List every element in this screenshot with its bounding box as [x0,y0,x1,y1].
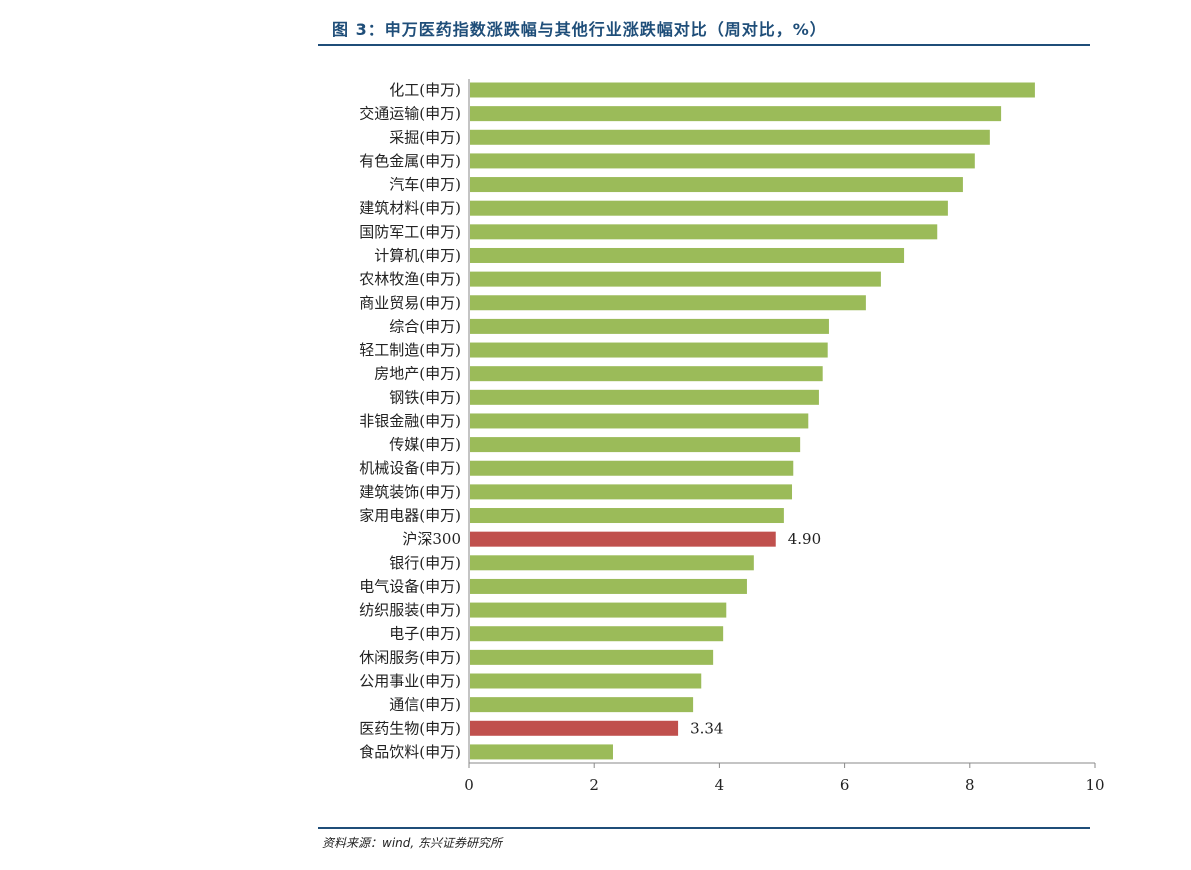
bar [470,413,809,429]
bar [470,626,724,642]
category-label: 食品饮料(申万) [359,743,461,761]
category-label: 通信(申万) [389,696,461,714]
bar [470,224,938,240]
x-tick-label: 4 [715,776,725,794]
category-label: 电气设备(申万) [359,577,461,595]
category-label: 纺织服装(申万) [359,601,461,619]
bar [470,271,881,287]
category-label: 传媒(申万) [389,436,461,454]
category-label: 建筑装饰(申万) [359,483,461,501]
bar [470,508,784,524]
bar [470,460,794,476]
bar [470,531,776,547]
category-label: 家用电器(申万) [359,507,461,525]
data-label: 4.90 [788,530,821,548]
x-tick-label: 2 [589,776,599,794]
bar [470,555,754,571]
category-label: 农林牧渔(申万) [359,270,461,288]
category-label: 交通运输(申万) [359,105,461,123]
title-rule [318,44,1090,46]
bar [470,697,694,713]
bar [470,295,866,311]
bar [470,318,829,334]
x-tick-label: 8 [965,776,975,794]
bar [470,366,823,382]
bar [470,342,828,358]
source-note: 资料来源：wind, 东兴证券研究所 [322,836,503,850]
category-label: 房地产(申万) [374,365,461,383]
bar [470,578,747,594]
category-label: 休闲服务(申万) [359,648,461,666]
chart-title: 图 3：申万医药指数涨跌幅与其他行业涨跌幅对比（周对比，%） [332,20,827,39]
x-tick-label: 0 [464,776,474,794]
x-tick-label: 6 [840,776,850,794]
bar [470,389,819,405]
category-label: 建筑材料(申万) [359,199,461,217]
data-label: 3.34 [690,719,723,737]
category-label: 电子(申万) [389,625,461,643]
bar [470,106,1002,122]
bar [470,153,975,169]
category-label: 汽车(申万) [389,176,461,194]
category-label: 有色金属(申万) [359,152,461,170]
bar [470,720,679,736]
bar [470,484,793,500]
x-tick-label: 10 [1085,776,1104,794]
bar [470,673,702,689]
category-label: 公用事业(申万) [359,672,461,690]
bar [470,602,727,618]
category-label: 轻工制造(申万) [359,341,461,359]
category-label: 商业贸易(申万) [359,294,461,312]
bar [470,649,714,665]
bar [470,247,905,263]
category-label: 综合(申万) [389,317,461,335]
category-label: 钢铁(申万) [389,388,461,406]
category-label: 国防军工(申万) [359,223,461,241]
category-label: 医药生物(申万) [359,719,461,737]
category-label: 沪深300 [402,530,461,548]
bar [470,177,963,193]
bar [470,200,948,216]
bar [470,82,1035,98]
bar [470,744,613,760]
source-rule [318,827,1090,829]
bar [470,129,990,145]
bar [470,437,801,453]
category-label: 非银金融(申万) [359,412,461,430]
category-label: 银行(申万) [389,554,461,572]
category-label: 化工(申万) [389,81,461,99]
category-label: 机械设备(申万) [359,459,461,477]
category-label: 计算机(申万) [374,246,461,264]
category-label: 采掘(申万) [389,128,461,146]
